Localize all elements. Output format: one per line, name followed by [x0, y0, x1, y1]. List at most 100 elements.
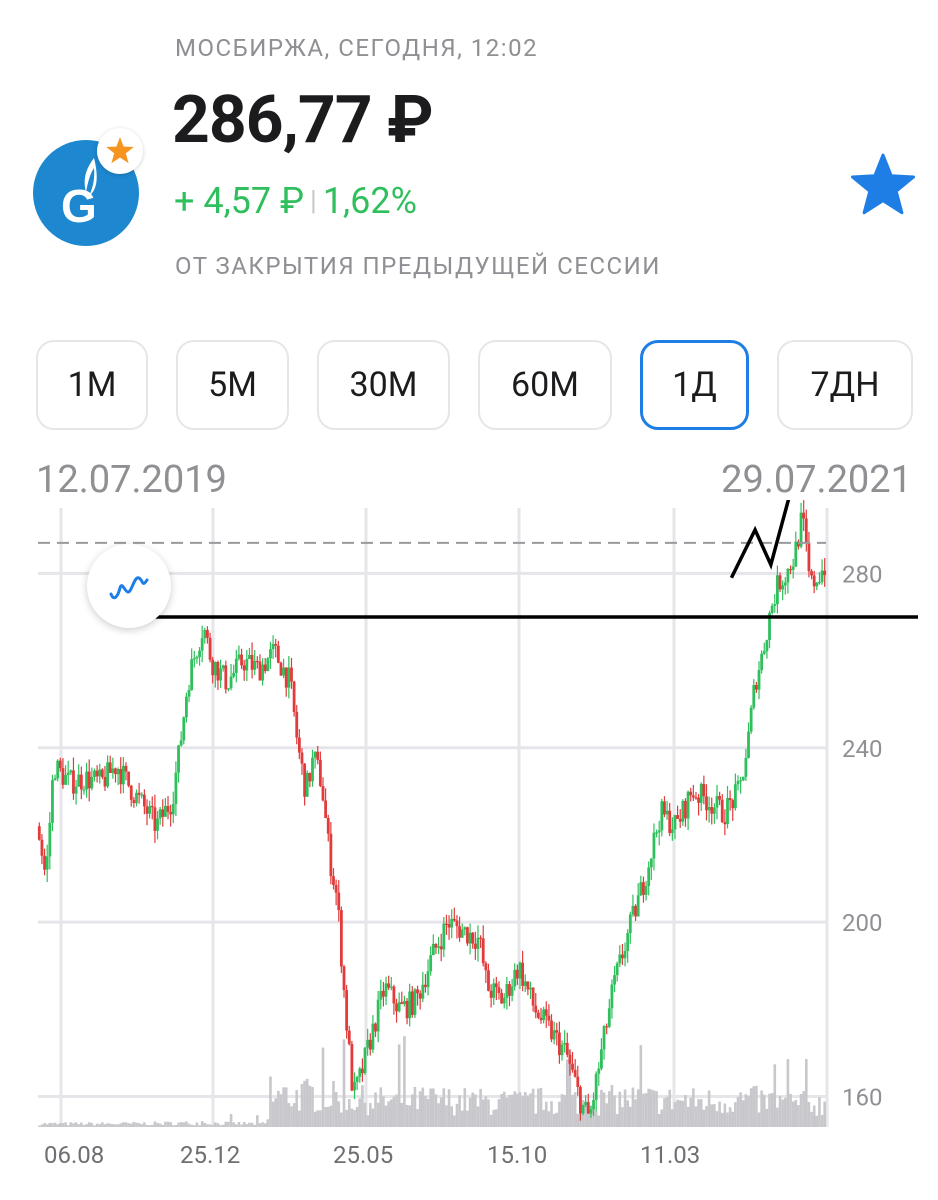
candle-body — [447, 924, 451, 928]
candle-body — [90, 776, 94, 789]
volume-bar — [768, 1093, 771, 1127]
candle-body — [111, 768, 115, 774]
candle-body — [765, 640, 769, 652]
candle-body — [707, 806, 711, 811]
candle-body — [455, 920, 459, 927]
volume-bar — [347, 1099, 351, 1127]
candle-body — [410, 991, 414, 1015]
candle-body — [48, 822, 52, 857]
candle-body — [663, 801, 666, 815]
volume-bar — [40, 1124, 44, 1127]
candle-body — [329, 833, 333, 877]
volume-bar — [374, 1092, 377, 1127]
volume-bar — [413, 1086, 417, 1127]
candle-body — [618, 954, 622, 964]
chart-type-toggle-button[interactable] — [87, 544, 171, 628]
volume-bar — [797, 1105, 800, 1127]
volume-bar — [119, 1123, 123, 1127]
volume-bar — [258, 1123, 262, 1127]
volume-bar — [815, 1115, 819, 1127]
volume-bar — [61, 1123, 65, 1127]
candle-body — [757, 670, 761, 690]
volume-bar — [153, 1121, 157, 1127]
volume-bar — [697, 1099, 700, 1127]
candle-body — [773, 604, 777, 606]
star-icon[interactable] — [848, 150, 918, 220]
candle-body — [823, 570, 827, 576]
volume-bar — [424, 1095, 427, 1127]
candle-body — [129, 785, 133, 800]
candle-body — [649, 858, 653, 868]
volume-bar — [642, 1093, 645, 1127]
candle-body — [762, 651, 766, 654]
volume-bar — [749, 1088, 753, 1127]
candle-body — [371, 1023, 375, 1050]
tab-1m[interactable]: 1М — [36, 340, 148, 430]
candle-body — [227, 688, 230, 690]
volume-bar — [676, 1099, 679, 1127]
candle-body — [332, 876, 335, 885]
candle-body — [368, 1039, 372, 1050]
candle-body — [602, 1026, 606, 1050]
volume-bar — [45, 1124, 49, 1127]
candle-body — [326, 818, 330, 834]
candle-body — [300, 752, 304, 764]
tab-30m[interactable]: 30М — [317, 340, 450, 430]
volume-bar — [731, 1111, 735, 1127]
candle-body — [607, 1008, 611, 1027]
volume-bar — [211, 1125, 214, 1127]
volume-bar — [248, 1122, 251, 1127]
volume-bar — [200, 1121, 204, 1127]
candle-body — [579, 1086, 582, 1114]
candle-body — [571, 1063, 574, 1070]
price-chart[interactable]: 280 240 200 160 06.08 25.12 25.05 15.10 11.03 — [0, 477, 938, 1184]
candle-body — [95, 770, 99, 777]
volume-bar — [66, 1125, 70, 1127]
candle-body — [594, 1073, 598, 1100]
volume-bar — [227, 1121, 230, 1127]
change-separator: | — [309, 184, 317, 217]
candle-body — [623, 951, 627, 959]
price-chart-svg[interactable]: 280 240 200 160 06.08 25.12 25.05 15.10 11.03 — [0, 477, 938, 1180]
candle-body — [258, 661, 262, 681]
candle-body — [807, 542, 811, 572]
volume-bar — [143, 1122, 146, 1127]
volume-bar — [592, 1109, 595, 1127]
volume-bar — [799, 1094, 803, 1127]
volume-bar — [158, 1123, 162, 1127]
candle-body — [360, 1068, 364, 1074]
candle-body — [403, 1001, 406, 1005]
candle-body — [778, 575, 782, 590]
volume-bar — [382, 1096, 385, 1127]
tab-1d[interactable]: 1Д — [640, 340, 749, 430]
volume-bar — [671, 1109, 674, 1127]
volume-bar — [610, 1085, 614, 1127]
volume-bar — [597, 1115, 601, 1127]
candle-body — [676, 815, 679, 819]
candle-body — [747, 731, 750, 758]
candle-body — [316, 751, 320, 760]
tab-5m[interactable]: 5М — [176, 340, 289, 430]
volume-bar — [728, 1107, 732, 1127]
candle-body — [760, 653, 764, 671]
volume-bar — [311, 1087, 314, 1127]
volume-bar — [560, 1094, 564, 1127]
tab-60m[interactable]: 60М — [478, 340, 612, 430]
candle-body — [626, 933, 630, 952]
volume-bar — [98, 1124, 102, 1127]
candle-body — [379, 990, 383, 1000]
volume-bar — [481, 1099, 485, 1127]
volume-bar — [652, 1090, 656, 1127]
volume-bar — [263, 1123, 267, 1127]
x-tick-label: 06.08 — [44, 1141, 104, 1169]
volume-bar — [358, 1098, 362, 1127]
volume-bar — [277, 1090, 280, 1127]
x-tick-label: 11.03 — [640, 1141, 700, 1169]
volume-bar — [43, 1122, 46, 1127]
tab-7d[interactable]: 7ДН — [777, 340, 913, 430]
volume-bar — [508, 1095, 511, 1127]
candle-body — [266, 658, 270, 672]
candle-body — [657, 830, 661, 833]
candle-body — [631, 905, 635, 915]
volume-bar — [411, 1094, 414, 1127]
